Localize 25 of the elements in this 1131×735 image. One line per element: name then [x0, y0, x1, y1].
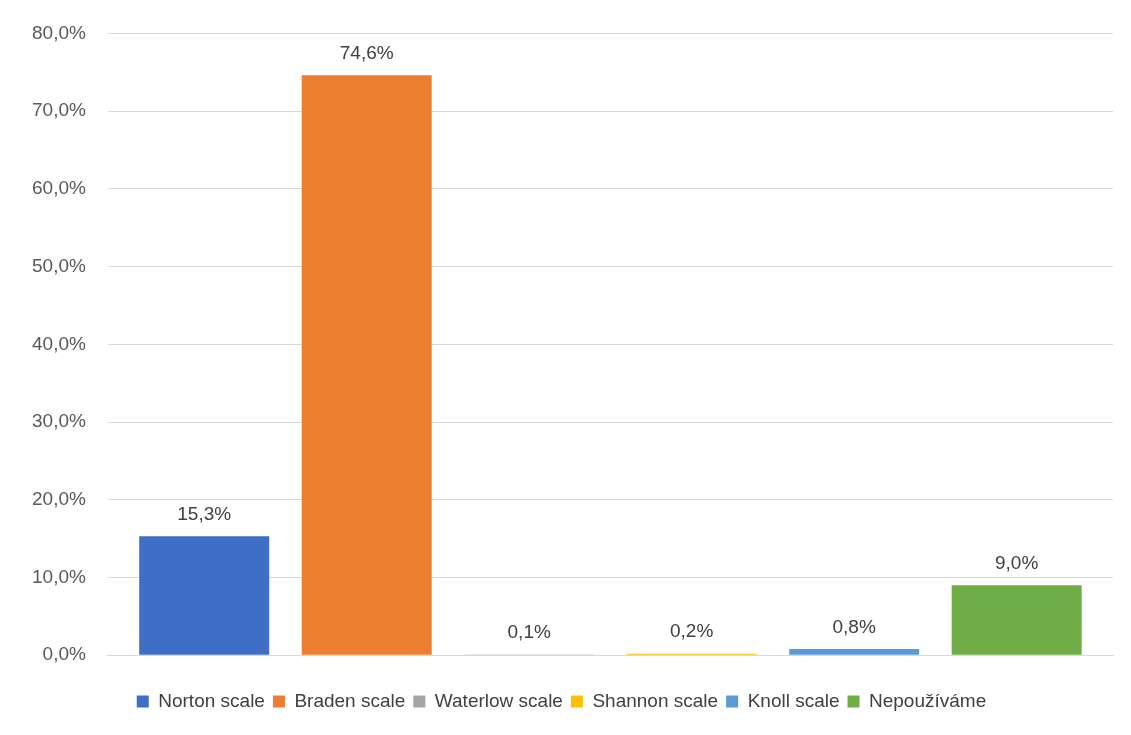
y-tick-label: 50,0%	[32, 254, 86, 276]
bar	[301, 75, 432, 655]
bar	[139, 536, 270, 655]
data-label: 15,3%	[177, 503, 232, 525]
data-label: 0,2%	[670, 620, 714, 642]
data-label: 0,8%	[832, 615, 876, 637]
data-label: 9,0%	[995, 551, 1039, 573]
y-tick-label: 10,0%	[32, 565, 86, 587]
y-tick-label: 80,0%	[32, 21, 86, 43]
legend-label: Knoll scale	[747, 689, 840, 711]
legend-label: Waterlow scale	[434, 689, 563, 711]
legend-label: Norton scale	[158, 689, 265, 711]
data-label: 74,6%	[339, 42, 394, 64]
y-tick-label: 70,0%	[32, 99, 86, 121]
y-tick-label: 60,0%	[32, 177, 86, 199]
bar	[789, 648, 920, 655]
bar	[951, 585, 1082, 655]
y-tick-label: 40,0%	[32, 332, 86, 354]
y-tick-label: 20,0%	[32, 487, 86, 509]
legend-label: Braden scale	[294, 689, 406, 711]
data-label: 0,1%	[507, 621, 551, 643]
legend-label: Nepoužíváme	[869, 689, 987, 711]
y-tick-label: 30,0%	[32, 410, 86, 432]
y-tick-label: 0,0%	[42, 643, 86, 665]
legend-label: Shannon scale	[592, 689, 719, 711]
